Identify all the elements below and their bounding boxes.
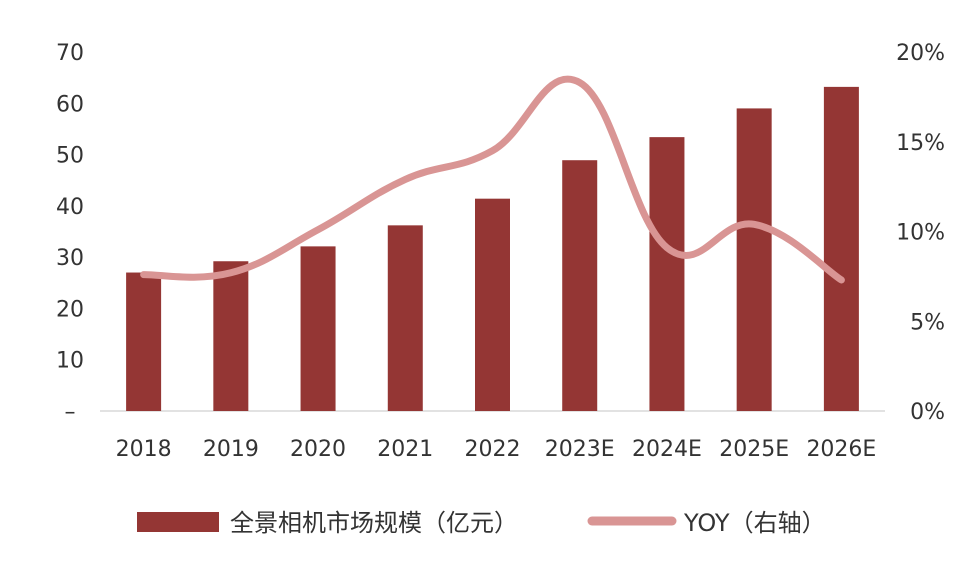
legend-label-bar: 全景相机市场规模（亿元）	[230, 509, 518, 537]
bar	[126, 272, 162, 411]
x-tick-label: 2019	[203, 437, 259, 462]
x-axis: 2018 2019 2020 2021 2022 2023E 2024E 2025E 2026E	[116, 437, 877, 462]
right-tick-label: 0%	[910, 400, 945, 425]
x-tick-label: 2021	[377, 437, 433, 462]
bar	[562, 160, 598, 411]
legend-label-line: YOY（右轴）	[683, 509, 826, 537]
bar	[300, 246, 336, 411]
bar	[213, 261, 249, 411]
left-tick-label: –	[65, 400, 76, 425]
left-tick-label: 50	[56, 144, 84, 169]
x-tick-label: 2024E	[632, 437, 702, 462]
right-tick-label: 15%	[896, 131, 945, 156]
bar	[475, 198, 510, 411]
x-tick-label: 2022	[465, 437, 521, 462]
left-tick-label: 60	[56, 92, 84, 117]
legend-swatch-bar	[137, 512, 219, 532]
bar	[736, 108, 772, 412]
bar	[387, 225, 423, 411]
left-axis: – 10 20 30 40 50 60 70	[56, 41, 84, 425]
x-tick-label: 2020	[290, 437, 346, 462]
left-tick-label: 70	[56, 41, 84, 66]
bar-series	[126, 86, 859, 412]
x-tick-label: 2026E	[806, 437, 876, 462]
bar	[649, 137, 685, 412]
left-tick-label: 10	[56, 349, 84, 374]
right-tick-label: 10%	[896, 221, 945, 246]
right-tick-label: 5%	[910, 310, 945, 335]
x-tick-label: 2023E	[545, 437, 615, 462]
x-tick-label: 2025E	[719, 437, 789, 462]
left-tick-label: 40	[56, 195, 84, 220]
yoy-line	[140, 75, 845, 284]
bar	[823, 86, 859, 412]
left-tick-label: 30	[56, 246, 84, 271]
left-tick-label: 20	[56, 297, 84, 322]
right-tick-label: 20%	[896, 41, 945, 66]
x-tick-label: 2018	[116, 437, 172, 462]
legend: 全景相机市场规模（亿元） YOY（右轴）	[137, 509, 826, 537]
right-axis: 0% 5% 10% 15% 20%	[896, 41, 945, 425]
